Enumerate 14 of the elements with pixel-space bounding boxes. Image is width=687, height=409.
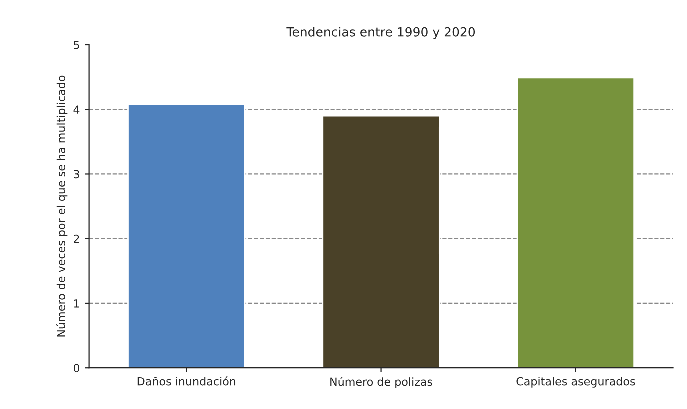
y-tick-label: 1 (74, 300, 80, 308)
x-tick-label: Capitales asegurados (516, 377, 636, 388)
bar (128, 104, 246, 368)
y-axis-title: Número de veces por el que se ha multiplicado (56, 76, 68, 337)
chart-title: Tendencias entre 1990 y 2020 (286, 27, 476, 40)
x-tick-label: Número de polizas (330, 377, 433, 388)
bar (322, 115, 440, 368)
y-tick-label: 5 (74, 41, 80, 50)
y-tick-label: 3 (74, 170, 80, 179)
x-tick-label: Daños inundación (138, 376, 236, 386)
bar (516, 77, 636, 368)
y-tick-label: 4 (74, 106, 80, 114)
y-tick-label: 2 (74, 234, 80, 244)
y-tick-label: 0 (74, 364, 80, 372)
